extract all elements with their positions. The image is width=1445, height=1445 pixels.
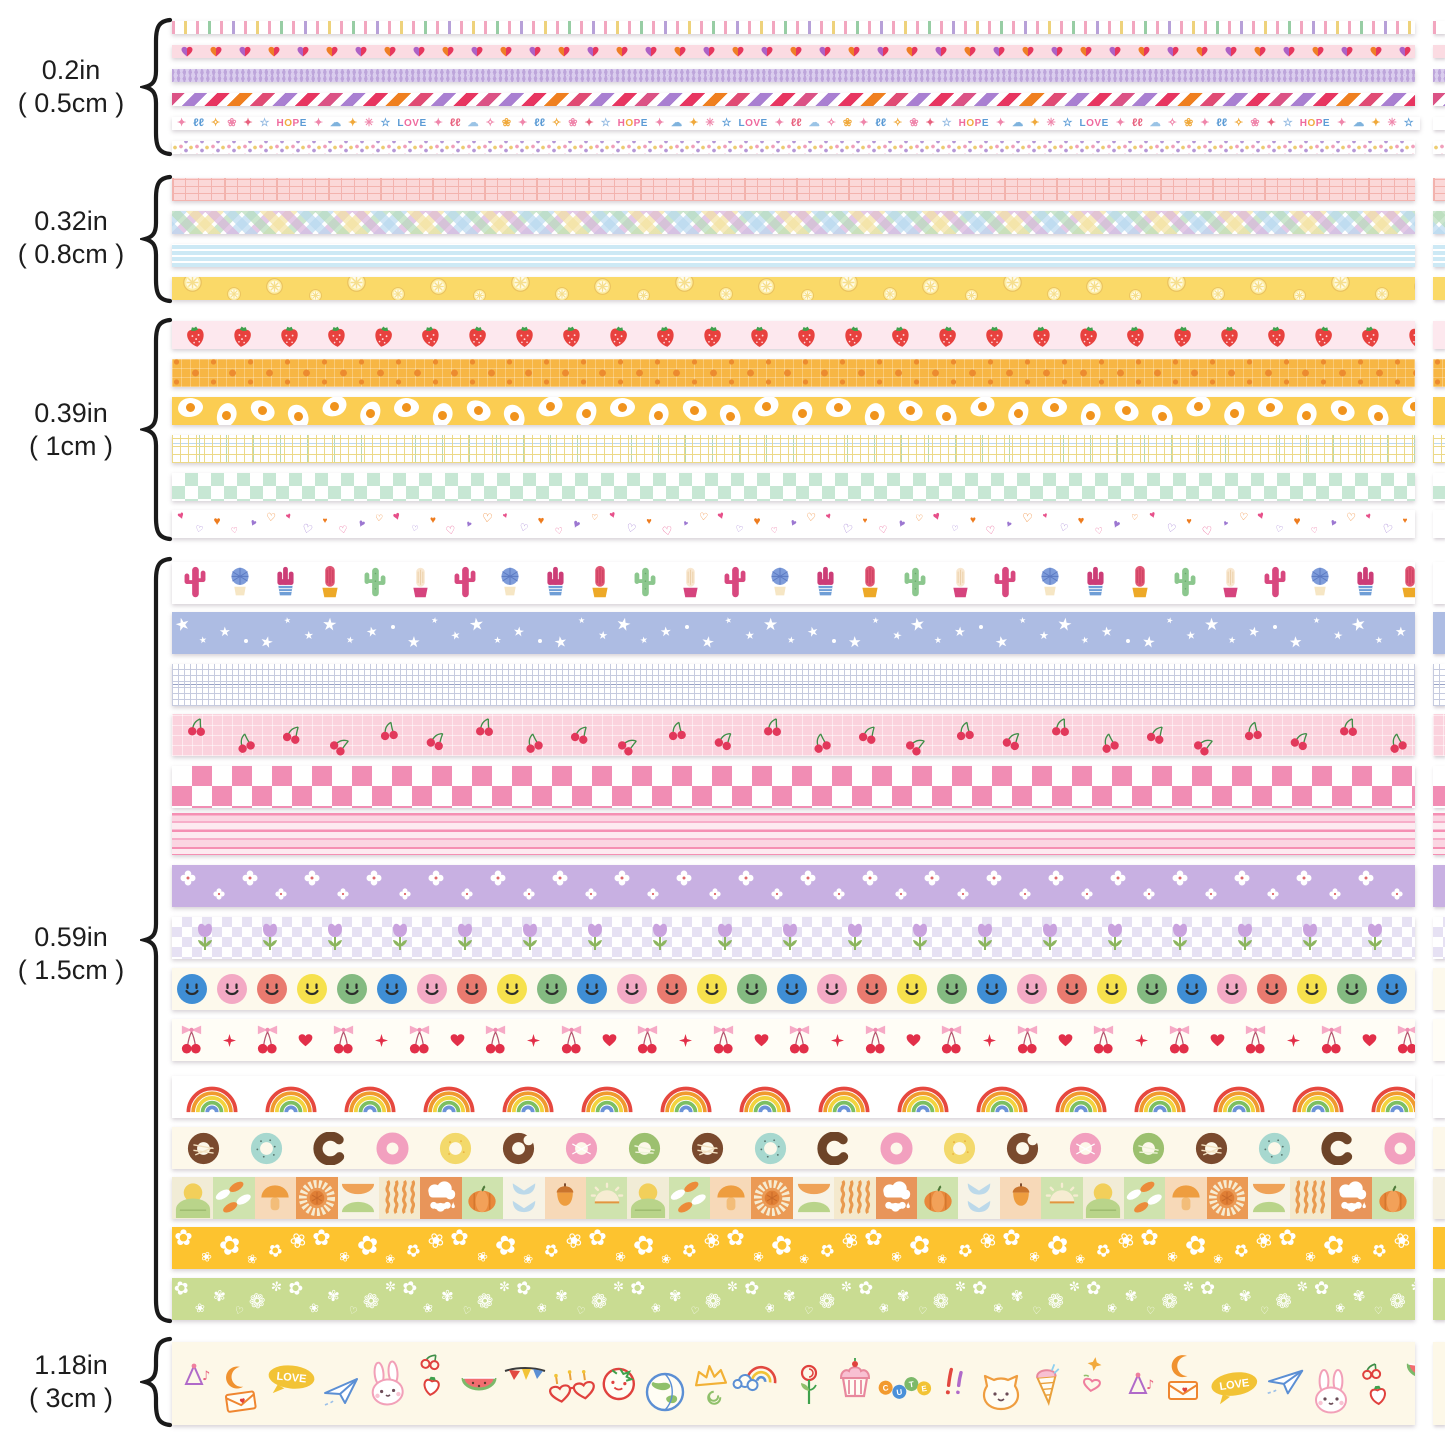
tape-strip-white-daisies-yellow: ✿ ❀ ✿ ❀ ✿ ❀ ✿ ❀ ✿ ❀ ✿ ❀ ✿ ❀ ✿ ❀ ✿ ❀ ✿ ❀ ✿ ❀ ✿ ❀ ✿ ❀ ✿ ❀ ✿ ❀ ✿ ❀ ✿ ❀ ✿ ❀ ✿ ❀ ✿ ❀… <box>172 1227 1415 1269</box>
tape-strip-stub-yellow-plaid <box>1433 435 1445 463</box>
tape-strip-stub-tiny-hearts-confetti <box>1433 510 1445 538</box>
tape-strip-stub-purple-herringbone <box>1433 69 1445 82</box>
tape-strip-pink-grid <box>172 178 1415 201</box>
group-bracket-brace <box>137 17 174 162</box>
size-label-inches: 0.32in <box>34 206 108 236</box>
tape-strip-stub-autumn-geo-blocks <box>1433 1177 1445 1219</box>
size-label-cm: ( 3cm ) <box>29 1383 113 1413</box>
tape-strip-stub-cherries-on-pink <box>1433 714 1445 756</box>
group-bracket-brace <box>137 556 174 1329</box>
size-label-group-2: 0.32in( 0.8cm ) <box>0 205 142 271</box>
tape-strip-candy-tick-stripes <box>172 21 1415 34</box>
size-label-inches: 0.59in <box>34 922 108 952</box>
tape-strip-kawaii-doodles: ♪ LOVE C U T E ♪ LOVE <box>172 1342 1415 1425</box>
tape-strip-stub-donuts <box>1433 1127 1445 1169</box>
tape-strip-confetti-dots <box>172 141 1415 154</box>
tape-strip-stub-hope-love-doodle-text <box>1433 117 1445 130</box>
tape-strip-stub-cherries-and-bows <box>1433 1019 1445 1061</box>
size-label-inches: 0.2in <box>41 55 101 85</box>
tape-strip-smiley-faces <box>172 968 1415 1010</box>
tape-strip-stub-mint-checkerboard <box>1433 473 1445 501</box>
tape-strip-stub-candy-tick-stripes <box>1433 21 1445 34</box>
tape-strip-autumn-geo-blocks <box>172 1177 1415 1219</box>
size-label-group-5: 1.18in( 3cm ) <box>0 1349 142 1415</box>
tape-strip-lemon-slices <box>172 277 1415 300</box>
size-label-inches: 1.18in <box>34 1350 108 1380</box>
group-bracket-brace <box>137 1336 174 1433</box>
size-label-group-1: 0.2in( 0.5cm ) <box>0 54 142 120</box>
size-label-cm: ( 0.8cm ) <box>17 239 125 269</box>
tape-strip-strawberries <box>172 321 1415 349</box>
size-label-group-4: 0.59in( 1.5cm ) <box>0 921 142 987</box>
tape-strip-duotone-hearts <box>172 45 1415 58</box>
tape-strip-pink-pinstripes <box>172 813 1415 855</box>
tape-strip-stub-clover-flowers-purple <box>1433 865 1445 907</box>
tape-strip-stub-rainbows <box>1433 1076 1445 1118</box>
tape-strip-stub-kawaii-doodles <box>1433 1342 1445 1425</box>
size-label-cm: ( 1.5cm ) <box>17 955 125 985</box>
tape-strip-stub-tulips-on-checker <box>1433 917 1445 959</box>
tape-strip-orange-dots <box>172 359 1415 387</box>
tape-strip-stub-pink-grid <box>1433 178 1445 201</box>
tape-strip-white-floral-green: ✿ ❀ ✾ ♡ ❁ ✼ ✿ ❀ ✾ ♡ ❁ ✼ ✿ ❀ ✾ ♡ ❁ ✼ ✿ ❀ ✾ ♡ ❁ ✼ ✿ ❀ ✾ ♡ ❁ ✼ ✿ ❀ ✾ ♡ ❁ ✼ ✿ ❀ ✾ ♡… <box>172 1278 1415 1320</box>
tape-strip-stub-orange-dots <box>1433 359 1445 387</box>
tape-strip-rainbows <box>172 1076 1415 1118</box>
svg-text:♪: ♪ <box>202 1369 210 1384</box>
tape-strip-tulips-on-checker <box>172 917 1415 959</box>
tape-strip-stub-white-floral-green <box>1433 1278 1445 1320</box>
svg-text:LOVE: LOVE <box>1219 1377 1250 1393</box>
tape-strip-cherries-and-bows <box>172 1019 1415 1061</box>
tape-strip-stub-strawberries <box>1433 321 1445 349</box>
tape-strip-stub-pastel-plaid <box>1433 211 1445 234</box>
svg-text:C: C <box>882 1383 889 1393</box>
tape-strip-graph-grid <box>172 664 1415 706</box>
tape-strip-pastel-plaid <box>172 211 1415 234</box>
tape-strip-blue-pinstripes <box>172 244 1415 267</box>
tape-strip-purple-herringbone <box>172 69 1415 82</box>
tape-strip-stub-white-stars-periwinkle <box>1433 612 1445 654</box>
tape-strip-hope-love-doodle-text: ✦ ℓℓ ✧ ❀ ✦ ☆ HOPE ✦ ☁ ✦ ✳ ☆ LOVE ✦ ℓℓ ☁ ✧ ❀ ✦ ℓℓ ✧ ❀ ✦ ☆ HOPE ✦ ☁ ✦… <box>172 117 1420 130</box>
size-label-group-3: 0.39in( 1cm ) <box>0 397 142 463</box>
tape-strip-tiny-hearts-confetti: ♥ ♡ ♥ ♡ ♥ ♡ ♥ ♡ ♥ ♡ ♥ ♡ ♥ ♡ ♥ ♡ ♥ ♡ ♥ ♡ ♥ ♡ ♥ ♡ ♥ ♡ ♥ ♡ ♥ ♡ ♥ ♡ ♥ ♡ ♥ ♡ ♥ ♡ ♥ ♡… <box>172 510 1415 538</box>
tape-strip-clover-flowers-purple <box>172 865 1415 907</box>
tape-strip-diagonal-candy-stripes <box>172 93 1415 106</box>
tape-strip-stub-diagonal-candy-stripes <box>1433 93 1445 106</box>
tape-strip-stub-fried-eggs <box>1433 397 1445 425</box>
svg-text:T: T <box>908 1379 914 1389</box>
tape-strip-white-stars-periwinkle: ★ ★ ★ ★ ★ ★ ★ ★ ★ ★ ★ ★ ★ ★ ★ ★ ★ ★ ★ ★ ★ ★ ★ ★ ★ ★ ★ ★ ★ ★ ★ ★ ★ ★ ★ ★ ★ ★ ★ ★… <box>172 612 1415 654</box>
svg-text:U: U <box>896 1387 903 1397</box>
tape-strip-stub-duotone-hearts <box>1433 45 1445 58</box>
tape-strip-stub-smiley-faces <box>1433 968 1445 1010</box>
tape-strip-stub-pink-pinstripes <box>1433 813 1445 855</box>
group-bracket-brace <box>137 174 174 309</box>
tape-strip-stub-lemon-slices <box>1433 277 1445 300</box>
svg-text:E: E <box>921 1383 928 1393</box>
tape-strip-cactus-pots <box>172 562 1415 604</box>
size-label-cm: ( 0.5cm ) <box>17 88 125 118</box>
tape-strip-stub-graph-grid <box>1433 664 1445 706</box>
tape-strip-mint-checkerboard <box>172 473 1415 501</box>
tape-strip-fried-eggs <box>172 397 1415 425</box>
tape-strip-stub-white-daisies-yellow <box>1433 1227 1445 1269</box>
tape-strip-stub-cactus-pots <box>1433 562 1445 604</box>
svg-text:♪: ♪ <box>1146 1378 1154 1393</box>
tape-strip-stub-confetti-dots <box>1433 141 1445 154</box>
tape-strip-stub-blue-pinstripes <box>1433 244 1445 267</box>
tape-strip-donuts <box>172 1127 1415 1169</box>
tape-strip-pink-checkerboard <box>172 766 1415 808</box>
tape-strip-yellow-plaid <box>172 435 1415 463</box>
tape-strip-cherries-on-pink <box>172 714 1415 756</box>
size-label-inches: 0.39in <box>34 398 108 428</box>
svg-text:LOVE: LOVE <box>276 1370 307 1385</box>
tape-strip-stub-pink-checkerboard <box>1433 766 1445 808</box>
group-bracket-brace <box>137 317 174 547</box>
size-label-cm: ( 1cm ) <box>29 431 113 461</box>
